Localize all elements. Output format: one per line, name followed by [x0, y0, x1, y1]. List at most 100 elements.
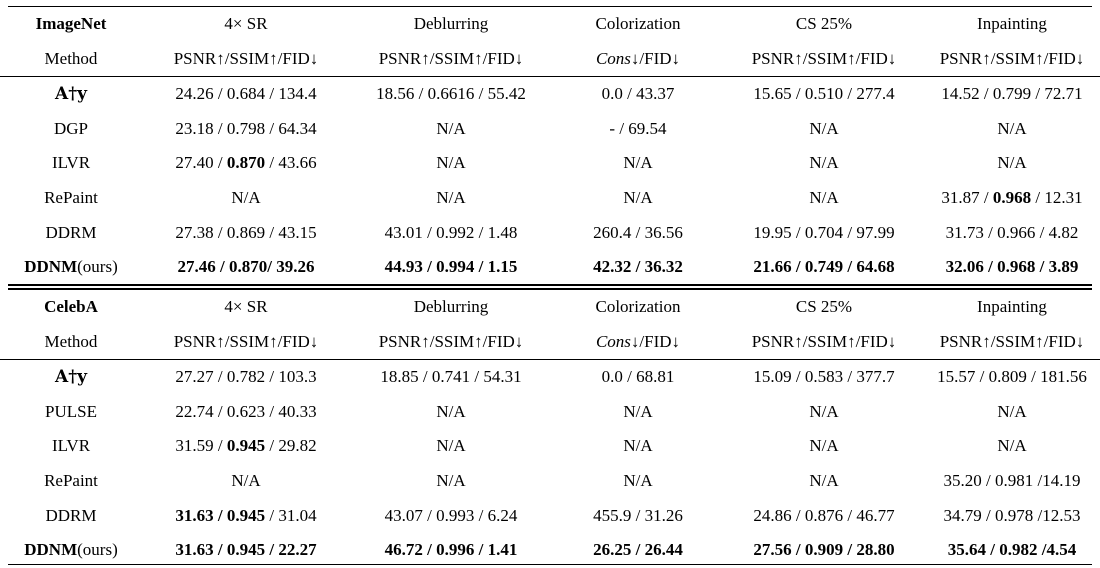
result-cell: N/A: [350, 395, 552, 430]
cell-text-part: 0.0 / 43.37: [601, 84, 675, 104]
cell-text-part: 31.73 / 0.966 / 4.82: [945, 222, 1079, 242]
result-cell: N/A: [924, 112, 1100, 147]
result-cell: N/A: [552, 429, 724, 464]
cell-text-part: 455.9 / 31.26: [593, 505, 683, 525]
table-top-rule: [8, 6, 1092, 7]
task-header: Colorization: [595, 14, 681, 33]
metric-header: PSNR↑/SSIM↑/FID↓: [350, 324, 552, 361]
cell-text-part: N/A: [623, 436, 653, 456]
result-cell: 15.65 / 0.510 / 277.4: [724, 77, 924, 112]
cell-text-part: 43.07 / 0.993 / 6.24: [384, 505, 518, 525]
result-cell: N/A: [350, 429, 552, 464]
result-cell: 27.40 / 0.870 / 43.66: [142, 146, 350, 181]
method-label: DGP: [53, 118, 88, 138]
cell-text-part: PSNR↑/SSIM↑/FID↓: [751, 331, 897, 351]
cell-text-part: PSNR↑/SSIM↑/FID↓: [378, 48, 524, 68]
cell-text-part: 24.26 / 0.684 / 134.4: [175, 84, 317, 104]
metric-header: PSNR↑/SSIM↑/FID↓: [924, 41, 1100, 78]
result-cell: N/A: [724, 429, 924, 464]
cell-text-part: ↓/FID↓: [630, 48, 681, 68]
method-suffix: (ours): [77, 257, 118, 277]
cell-text-part: N/A: [436, 436, 466, 456]
table-row: A†y 27.27 / 0.782 / 103.3 18.85 / 0.741 / …: [0, 360, 1100, 395]
cell-text-part: 31.59 /: [175, 436, 227, 456]
cell-text-part: N/A: [809, 401, 839, 421]
task-header-row: CelebA 4× SR Deblurring Colorization CS 25% I…: [0, 290, 1100, 325]
cell-text-part: N/A: [997, 436, 1027, 456]
metric-header: PSNR↑/SSIM↑/FID↓: [924, 324, 1100, 361]
metric-header: PSNR↑/SSIM↑/FID↓: [724, 41, 924, 78]
method-label: DDNM: [24, 540, 78, 560]
cell-text-part: 42.32 / 36.32: [593, 257, 683, 277]
result-cell: 27.38 / 0.869 / 43.15: [142, 216, 350, 251]
result-cell: 22.74 / 0.623 / 40.33: [142, 395, 350, 430]
result-cell: 31.73 / 0.966 / 4.82: [924, 216, 1100, 251]
method-name: RePaint: [0, 181, 142, 216]
method-label: DDNM: [24, 257, 78, 277]
result-cell: 15.57 / 0.809 / 181.56: [924, 360, 1100, 395]
dataset-name: ImageNet: [35, 14, 107, 33]
result-cell: 0.0 / 68.81: [552, 360, 724, 395]
task-header: Deblurring: [413, 14, 489, 33]
table-row: DDNM(ours) 31.63 / 0.945 / 22.27 46.72 / 0…: [0, 533, 1100, 568]
section-divider-rule-2: [8, 288, 1092, 290]
cell-text-part: N/A: [231, 187, 261, 207]
cell-text-part: N/A: [809, 187, 839, 207]
method-label: RePaint: [44, 470, 98, 490]
result-cell: 35.64 / 0.982 /4.54: [924, 533, 1100, 568]
cell-text-part: - / 69.54: [609, 118, 667, 138]
result-cell: N/A: [350, 146, 552, 181]
cell-text-part: N/A: [809, 470, 839, 490]
method-suffix: (ours): [77, 540, 118, 560]
result-cell: 18.56 / 0.6616 / 55.42: [350, 77, 552, 112]
method-label: DDRM: [45, 505, 97, 525]
cell-text-part: / 12.31: [1031, 187, 1083, 207]
cell-text-part: PSNR↑/SSIM↑/FID↓: [173, 331, 319, 351]
cell-text-part: 21.66 / 0.749 / 64.68: [753, 257, 895, 277]
task-header: Colorization: [595, 297, 681, 316]
table-row: RePaint N/A N/A N/A N/A 31.87 / 0.968 / 12.31: [0, 181, 1100, 216]
metric-header: Cons↓/FID↓: [552, 41, 724, 78]
metric-header: Cons↓/FID↓: [552, 324, 724, 361]
method-name: PULSE: [0, 395, 142, 430]
celeba-results-table: CelebA 4× SR Deblurring Colorization CS 25% I…: [0, 290, 1100, 568]
cell-text-part: N/A: [436, 401, 466, 421]
cell-text-part: N/A: [623, 470, 653, 490]
cell-text-part: 27.27 / 0.782 / 103.3: [175, 367, 317, 387]
cell-text-part: 15.09 / 0.583 / 377.7: [753, 367, 895, 387]
metric-header-row: Method PSNR↑/SSIM↑/FID↓ PSNR↑/SSIM↑/FID↓ Co…: [0, 324, 1100, 361]
result-cell: 21.66 / 0.749 / 64.68: [724, 250, 924, 285]
cell-text-part: 0.870: [226, 153, 266, 173]
result-cell: N/A: [350, 181, 552, 216]
result-cell: N/A: [724, 395, 924, 430]
cell-text-part: N/A: [231, 470, 261, 490]
method-name: DDRM: [0, 499, 142, 534]
result-cell: 31.59 / 0.945 / 29.82: [142, 429, 350, 464]
result-cell: N/A: [724, 181, 924, 216]
method-name: DDNM(ours): [0, 250, 142, 285]
cell-text-part: PSNR↑/SSIM↑/FID↓: [378, 331, 524, 351]
result-cell: N/A: [142, 181, 350, 216]
result-cell: 24.26 / 0.684 / 134.4: [142, 77, 350, 112]
cell-text-part: N/A: [809, 153, 839, 173]
cell-text-part: 31.63 / 0.945 / 22.27: [175, 540, 317, 560]
cell-text-part: N/A: [436, 153, 466, 173]
result-cell: N/A: [924, 146, 1100, 181]
cell-text-part: PSNR↑/SSIM↑/FID↓: [173, 48, 319, 68]
result-cell: 19.95 / 0.704 / 97.99: [724, 216, 924, 251]
cell-text-part: N/A: [436, 118, 466, 138]
result-cell: 24.86 / 0.876 / 46.77: [724, 499, 924, 534]
table-row: PULSE 22.74 / 0.623 / 40.33 N/A N/A N/A N/A: [0, 395, 1100, 430]
cell-text-part: 26.25 / 26.44: [593, 540, 683, 560]
cell-text-part: 32.06 / 0.968 / 3.89: [945, 257, 1079, 277]
method-column-header: Method: [0, 324, 142, 361]
cell-text-part: N/A: [623, 153, 653, 173]
cell-text-part: 31.63 / 0.945: [175, 505, 266, 525]
method-label: RePaint: [44, 187, 98, 207]
cell-text-part: / 29.82: [265, 436, 317, 456]
task-header-row: ImageNet 4× SR Deblurring Colorization CS 25…: [0, 7, 1100, 42]
cell-text-part: 43.01 / 0.992 / 1.48: [384, 222, 518, 242]
cell-text-part: N/A: [623, 187, 653, 207]
result-cell: 35.20 / 0.981 /14.19: [924, 464, 1100, 499]
